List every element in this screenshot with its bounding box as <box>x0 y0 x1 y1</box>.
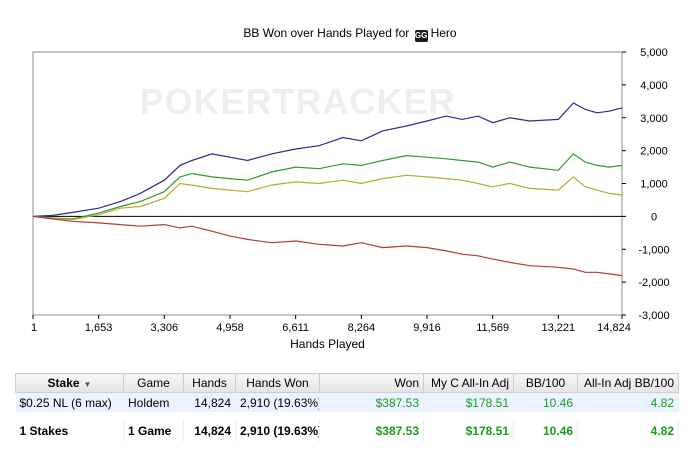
col-header-bb-100[interactable]: BB/100 <box>513 373 578 393</box>
cell-all-in-adj-bb-100: 4.82 <box>577 392 679 412</box>
chart-title: BB Won over Hands Played for GG Hero <box>0 26 700 42</box>
col-header-all-in-adj[interactable]: My C All-In Adj <box>423 373 514 393</box>
col-header-game[interactable]: Game <box>123 373 184 393</box>
chart-title-player: Hero <box>430 26 457 40</box>
total-all-in-adj: $178.51 <box>423 420 514 442</box>
x-tick-label: 13,221 <box>541 322 575 334</box>
cell-stake: $0.25 NL (6 max) <box>15 392 124 412</box>
x-tick-label: 9,916 <box>413 322 441 334</box>
col-header-all-in-adj-bb-100[interactable]: All-In Adj BB/100 <box>577 373 679 393</box>
y-tick-label: 2,000 <box>640 146 668 158</box>
y-tick-label: -1,000 <box>638 244 669 256</box>
total-bb-100: 10.46 <box>513 420 578 442</box>
cell-bb-100: 10.46 <box>513 392 578 412</box>
series-line-1 <box>32 153 623 220</box>
col-header-hands-won[interactable]: Hands Won <box>235 373 320 393</box>
x-tick-label: 8,264 <box>348 322 376 334</box>
total-won: $387.53 <box>319 420 424 442</box>
y-tick-label: 0 <box>651 211 657 223</box>
table-row[interactable]: $0.25 NL (6 max) Holdem 14,824 2,910 (19… <box>15 392 679 412</box>
cell-won: $387.53 <box>319 392 424 412</box>
col-header-hands[interactable]: Hands <box>183 373 236 393</box>
y-tick-label: 3,000 <box>640 113 668 125</box>
table-header-row: Stake ▼ Game Hands Hands Won Won My C All… <box>15 373 679 393</box>
plot-area <box>32 51 623 316</box>
y-tick-label: -2,000 <box>638 277 669 289</box>
total-stakes: 1 Stakes <box>15 420 124 442</box>
total-all-in-adj-bb-100: 4.82 <box>577 420 679 442</box>
gg-logo-icon: GG <box>414 30 428 42</box>
x-tick-label: 11,569 <box>476 322 509 334</box>
y-tick-label: 5,000 <box>640 47 668 59</box>
totals-row: 1 Stakes 1 Game 14,824 2,910 (19.63%) $3… <box>15 420 679 442</box>
bb-won-chart: POKERTRACKER -3,000 -2,000 -1,000 0 1,000 2,00… <box>31 47 670 351</box>
x-tick-label: 3,306 <box>151 322 179 334</box>
series-line-2 <box>32 174 623 221</box>
y-tick-label: -3,000 <box>638 310 669 322</box>
cell-all-in-adj: $178.51 <box>423 392 514 412</box>
stats-table: Stake ▼ Game Hands Hands Won Won My C All… <box>15 373 679 442</box>
x-tick-label: 6,611 <box>282 322 309 334</box>
cell-hands-won: 2,910 (19.63%) <box>235 392 320 412</box>
y-tick-label: 1,000 <box>640 179 668 191</box>
x-tick-label: 1 <box>31 322 37 334</box>
x-tick-label: 14,824 <box>597 322 631 334</box>
col-header-won[interactable]: Won <box>319 373 424 393</box>
x-axis-label: Hands Played <box>290 337 365 351</box>
total-hands: 14,824 <box>183 420 236 442</box>
total-game: 1 Game <box>123 420 184 442</box>
y-tick-label: 4,000 <box>640 80 668 92</box>
cell-hands: 14,824 <box>183 392 236 412</box>
cell-game: Holdem <box>123 392 184 412</box>
chart-title-prefix: BB Won over Hands Played for <box>243 26 410 40</box>
total-hands-won: 2,910 (19.63%) <box>235 420 320 442</box>
x-tick-label: 1,653 <box>85 322 113 334</box>
series-line-3 <box>32 215 623 277</box>
sort-down-icon: ▼ <box>83 380 92 389</box>
watermark-text: POKERTRACKER <box>139 81 455 122</box>
col-header-stake[interactable]: Stake ▼ <box>15 373 124 393</box>
series-line-0 <box>32 102 623 217</box>
x-tick-label: 4,958 <box>216 322 244 334</box>
